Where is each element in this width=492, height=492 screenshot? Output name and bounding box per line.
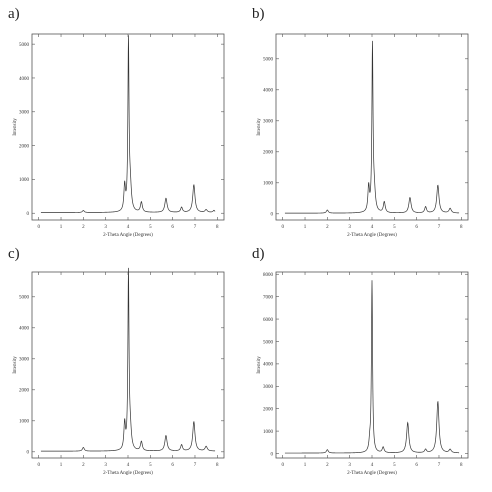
x-tick-label: 2 — [82, 225, 85, 230]
y-tick-label: 3000 — [19, 358, 30, 363]
y-tick-label: 4000 — [263, 363, 274, 368]
x-tick-label: 4 — [371, 463, 374, 468]
x-axis-label: 2-Theta Angle (Degrees) — [103, 471, 153, 476]
y-tick-label: 4000 — [19, 327, 30, 332]
y-tick-label: 0 — [271, 213, 274, 218]
x-tick-label: 0 — [37, 225, 40, 230]
xrd-pattern-line — [40, 267, 216, 452]
x-tick-label: 3 — [348, 463, 351, 468]
x-tick-label: 8 — [460, 463, 463, 468]
x-tick-label: 0 — [37, 463, 40, 468]
y-tick-label: 8000 — [263, 273, 274, 278]
x-axis-label: 2-Theta Angle (Degrees) — [347, 233, 397, 238]
x-tick-label: 6 — [415, 225, 418, 230]
y-tick-label: 2000 — [263, 407, 274, 412]
y-axis-label: Intensity — [257, 118, 262, 136]
y-axis-label: Intensity — [13, 118, 18, 136]
x-tick-label: 5 — [393, 463, 396, 468]
x-tick-label: 1 — [60, 225, 63, 230]
x-tick-label: 8 — [460, 225, 463, 230]
x-tick-label: 3 — [348, 225, 351, 230]
y-tick-label: 3000 — [19, 111, 30, 116]
panel-label-a: a) — [8, 6, 20, 22]
y-tick-label: 2000 — [19, 389, 30, 394]
y-tick-label: 5000 — [19, 43, 30, 48]
y-tick-label: 2000 — [19, 144, 30, 149]
y-tick-label: 0 — [271, 452, 274, 457]
y-tick-label: 1000 — [19, 420, 30, 425]
x-axis-label: 2-Theta Angle (Degrees) — [103, 233, 153, 238]
y-tick-label: 0 — [27, 212, 30, 217]
y-tick-label: 7000 — [263, 295, 274, 300]
y-axis-label: Intensity — [257, 356, 262, 374]
x-tick-label: 4 — [127, 463, 130, 468]
x-tick-label: 3 — [104, 225, 107, 230]
panel-label-b: b) — [252, 6, 265, 22]
x-tick-label: 2 — [326, 225, 329, 230]
xrd-pattern-line — [284, 280, 460, 454]
y-tick-label: 6000 — [263, 318, 274, 323]
y-tick-label: 1000 — [263, 182, 274, 187]
x-tick-label: 8 — [216, 463, 219, 468]
x-tick-label: 5 — [393, 225, 396, 230]
x-tick-label: 0 — [281, 463, 284, 468]
y-tick-label: 4000 — [19, 77, 30, 82]
y-tick-label: 5000 — [263, 340, 274, 345]
xrd-chart-b: 0 1 2 3 4 5 6 7 8 0 1000 2000 3000 4000 5000 2-Theta An… — [257, 33, 469, 238]
y-tick-label: 5000 — [263, 58, 274, 63]
panel-label-d: d) — [252, 246, 265, 262]
x-tick-label: 7 — [194, 463, 197, 468]
y-tick-label: 5000 — [19, 296, 30, 301]
x-tick-label: 6 — [415, 463, 418, 468]
y-tick-label: 3000 — [263, 120, 274, 125]
x-tick-label: 6 — [171, 225, 174, 230]
x-tick-label: 5 — [149, 463, 152, 468]
y-tick-label: 1000 — [263, 430, 274, 435]
x-tick-label: 8 — [216, 225, 219, 230]
y-tick-label: 2000 — [263, 151, 274, 156]
xrd-chart-c: 0 1 2 3 4 5 6 7 8 0 1000 2000 3000 4000 5000 2-Theta An… — [13, 267, 225, 476]
x-tick-label: 4 — [371, 225, 374, 230]
y-tick-label: 3000 — [263, 385, 274, 390]
x-tick-label: 2 — [326, 463, 329, 468]
xrd-pattern-line — [40, 35, 216, 213]
x-tick-label: 7 — [194, 225, 197, 230]
x-tick-label: 5 — [149, 225, 152, 230]
x-axis-label: 2-Theta Angle (Degrees) — [347, 471, 397, 476]
y-tick-label: 4000 — [263, 89, 274, 94]
x-tick-label: 4 — [127, 225, 130, 230]
x-tick-label: 1 — [60, 463, 63, 468]
x-tick-label: 7 — [438, 463, 441, 468]
xrd-chart-a: 0 1 2 3 4 5 6 7 8 0 1000 2000 3000 4000 5000 2-Theta An… — [13, 33, 225, 238]
xrd-pattern-line — [284, 40, 460, 214]
xrd-chart-d: 0 1 2 3 4 5 6 7 8 0 1000 2000 3000 4000 5000 6000 7000 80… — [257, 271, 469, 476]
y-tick-label: 1000 — [19, 178, 30, 183]
x-tick-label: 1 — [304, 225, 307, 230]
y-tick-label: 0 — [27, 451, 30, 456]
x-tick-label: 1 — [304, 463, 307, 468]
x-tick-label: 2 — [82, 463, 85, 468]
x-tick-label: 7 — [438, 225, 441, 230]
y-axis-label: Intensity — [13, 356, 18, 374]
x-tick-label: 3 — [104, 463, 107, 468]
x-tick-label: 6 — [171, 463, 174, 468]
x-tick-label: 0 — [281, 225, 284, 230]
panel-label-c: c) — [8, 246, 20, 262]
